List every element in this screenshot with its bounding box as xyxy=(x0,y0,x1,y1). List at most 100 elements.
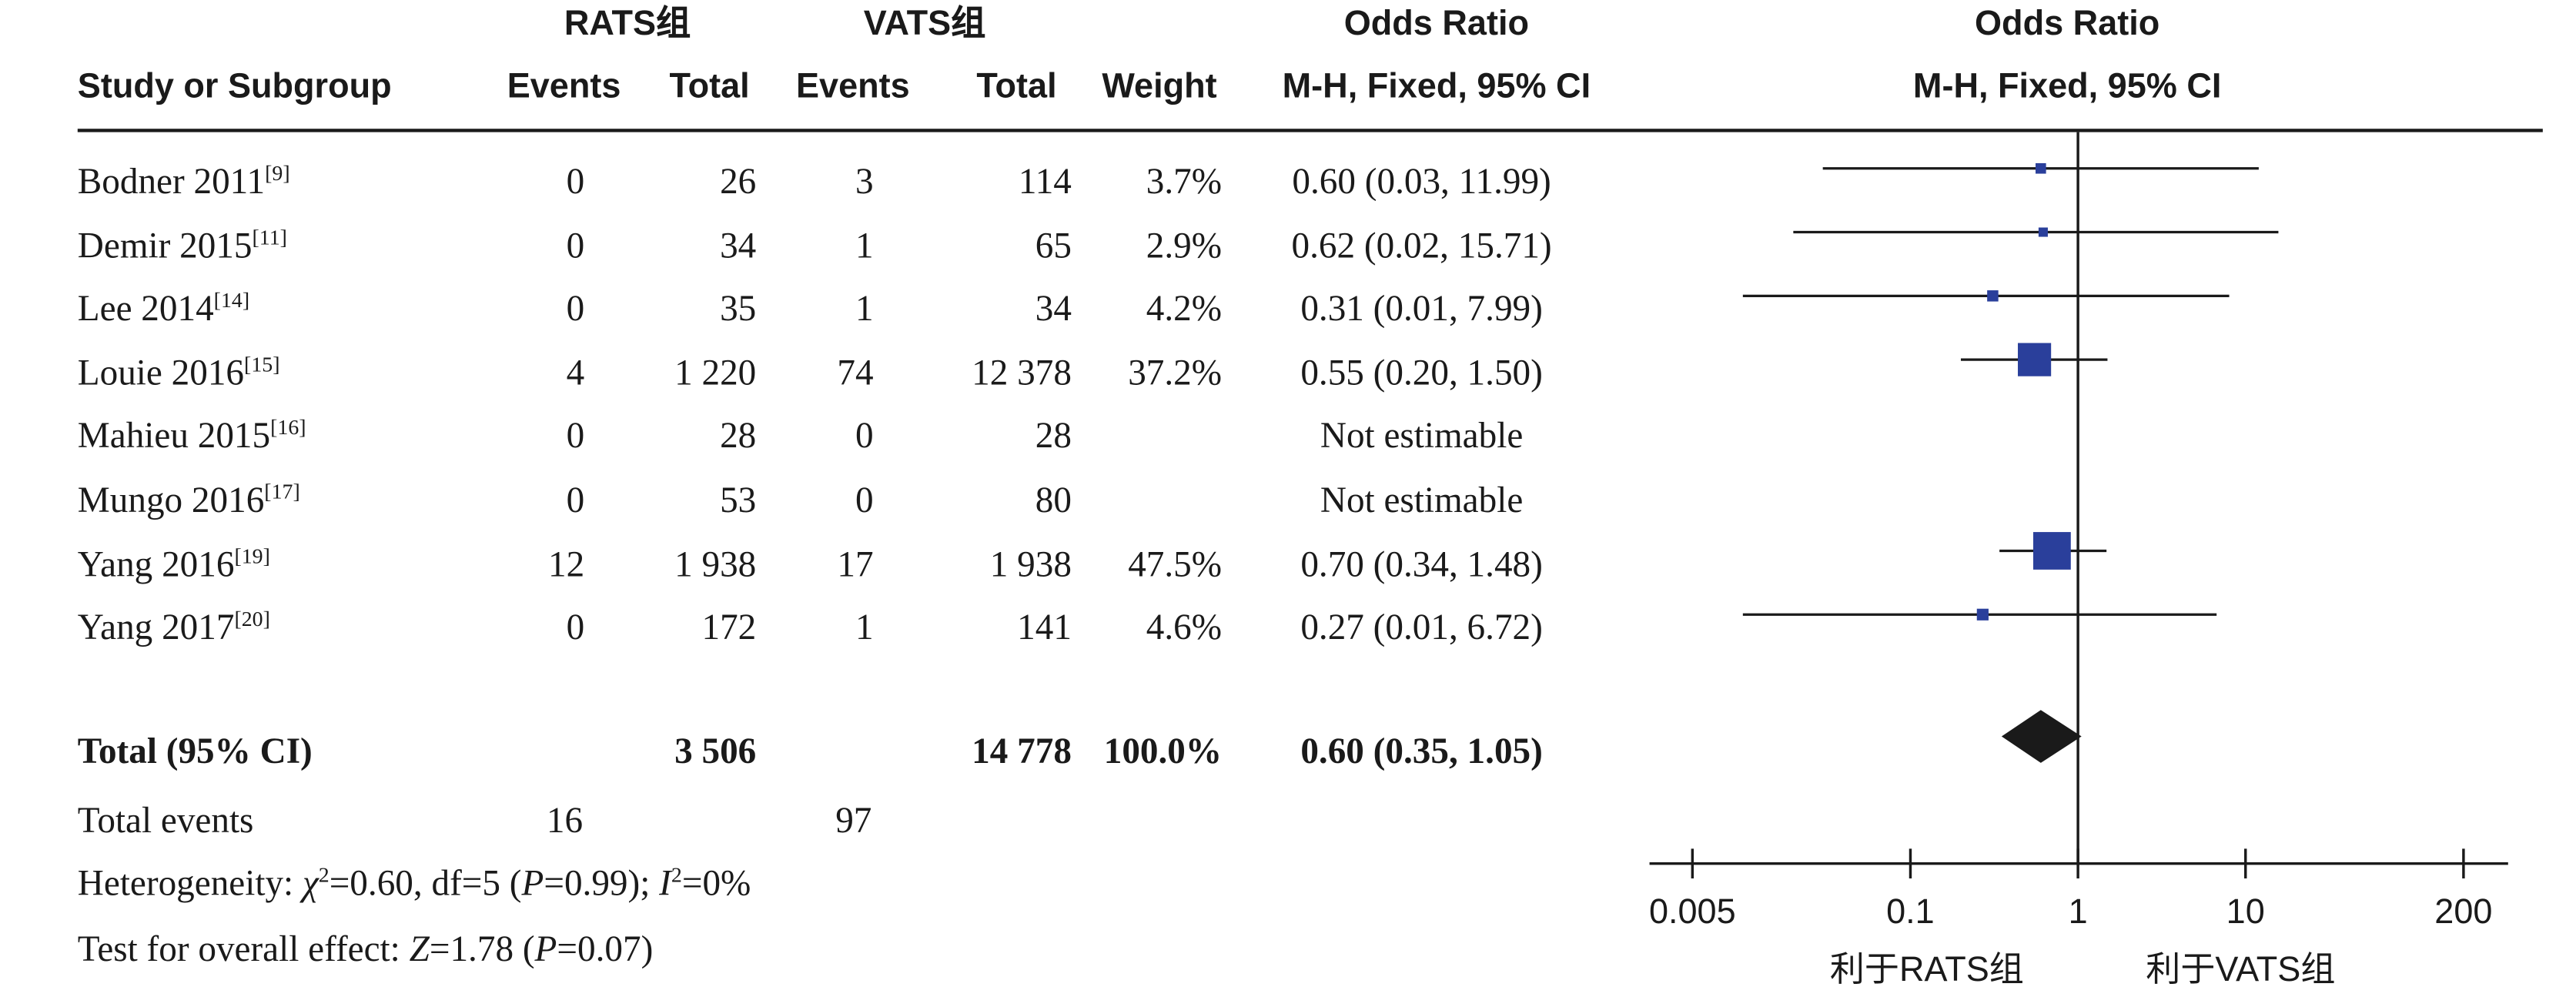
ci-cell: 0.60 (0.03, 11.99) xyxy=(1292,160,1551,202)
p-symbol: P xyxy=(521,862,544,904)
overall-prefix: Test for overall effect: xyxy=(77,928,410,969)
total1-cell: 53 xyxy=(720,478,757,520)
total1-cell: 1 220 xyxy=(674,351,757,393)
heterogeneity-mid1: =0.60, df=5 ( xyxy=(329,862,522,904)
total-events2: 97 xyxy=(835,799,872,841)
ci-cell: 0.55 (0.20, 1.50) xyxy=(1300,351,1543,393)
study-name-cell: Yang 2017[20] xyxy=(77,606,270,648)
study-reference: [15] xyxy=(244,351,280,376)
total1-header: Total xyxy=(669,67,750,106)
total-events1: 16 xyxy=(546,799,584,841)
heterogeneity-mid2: =0.99); xyxy=(544,862,660,904)
chi-superscript: 2 xyxy=(318,862,330,887)
study-reference: [9] xyxy=(265,160,290,186)
overall-mid: =1.78 ( xyxy=(429,928,535,969)
ci-cell: 0.70 (0.34, 1.48) xyxy=(1300,542,1543,584)
group2-header: VATS组 xyxy=(863,5,986,43)
favours-right-label: 利于VATS组 xyxy=(2146,951,2336,989)
ci-cell: Not estimable xyxy=(1320,415,1524,457)
study-reference: [17] xyxy=(264,478,300,504)
study-name-cell: Louie 2016[15] xyxy=(78,353,280,391)
study-name-cell: Mahieu 2015[16] xyxy=(77,415,306,457)
x-tick-label: 0.005 xyxy=(1648,893,1736,932)
plot-subtitle: M-H, Fixed, 95% CI xyxy=(1912,67,2222,106)
weight-header: Weight xyxy=(1102,67,1217,106)
weight-cell: 2.9% xyxy=(1146,223,1223,266)
events2-cell: 1 xyxy=(855,287,874,330)
total2-header: Total xyxy=(976,67,1057,106)
events2-header: Events xyxy=(796,67,910,106)
study-name: Bodner 2011 xyxy=(77,160,266,202)
weight-cell: 37.2% xyxy=(1128,351,1223,393)
x-tick-label: 1 xyxy=(2068,893,2088,932)
total2-cell: 12 378 xyxy=(972,351,1072,393)
study-name-cell: Mungo 2016[17] xyxy=(77,478,300,520)
study-name: Yang 2017 xyxy=(77,606,235,648)
total1-cell: 28 xyxy=(720,415,757,457)
i-superscript: 2 xyxy=(671,862,682,887)
total-label: Total (95% CI) xyxy=(77,729,313,771)
ci-cell: 0.62 (0.02, 15.71) xyxy=(1291,223,1552,266)
or-column-subtitle: M-H, Fixed, 95% CI xyxy=(1282,67,1591,106)
study-marker xyxy=(1987,290,1999,302)
events1-cell: 4 xyxy=(566,351,585,393)
total2-cell: 34 xyxy=(1035,287,1072,330)
total2-cell: 80 xyxy=(1035,478,1072,520)
study-name-cell: Bodner 2011[9] xyxy=(77,160,290,202)
events2-cell: 0 xyxy=(855,478,874,520)
ci-cell: 0.27 (0.01, 6.72) xyxy=(1300,606,1543,648)
or-column-title: Odds Ratio xyxy=(1343,5,1529,43)
study-name: Mahieu 2015 xyxy=(77,415,271,457)
total2-cell: 65 xyxy=(1035,223,1072,266)
events1-cell: 0 xyxy=(566,478,585,520)
study-name: Yang 2016 xyxy=(77,542,235,584)
study-marker xyxy=(2033,532,2071,570)
overall-tail: =0.07) xyxy=(557,928,654,969)
study-name: Lee 2014 xyxy=(77,287,214,330)
events2-cell: 74 xyxy=(837,351,874,393)
study-name-cell: Lee 2014[14] xyxy=(77,287,250,330)
study-marker xyxy=(2018,343,2052,376)
study-marker xyxy=(2038,227,2048,237)
study-header: Study or Subgroup xyxy=(77,67,392,106)
total2-cell: 141 xyxy=(1017,606,1072,648)
total1-cell: 34 xyxy=(720,223,757,266)
events2-cell: 1 xyxy=(855,223,874,266)
study-reference: [20] xyxy=(234,606,270,631)
total2-cell: 28 xyxy=(1035,415,1072,457)
total1-cell: 172 xyxy=(701,606,757,648)
events1-cell: 0 xyxy=(566,606,585,648)
i-symbol: I xyxy=(659,862,671,904)
events2-cell: 3 xyxy=(855,160,874,202)
study-name: Mungo 2016 xyxy=(77,478,265,520)
study-marker xyxy=(2036,162,2046,174)
overall-p-symbol: P xyxy=(534,928,557,969)
weight-cell: 3.7% xyxy=(1146,160,1223,202)
plot-title: Odds Ratio xyxy=(1975,5,2160,43)
x-tick-label: 10 xyxy=(2226,893,2265,932)
total2-cell: 1 938 xyxy=(989,542,1072,584)
study-marker xyxy=(1976,608,1989,621)
total-events-label: Total events xyxy=(77,799,254,841)
events2-cell: 1 xyxy=(855,606,874,648)
events1-cell: 0 xyxy=(566,160,585,202)
group1-header: RATS组 xyxy=(564,5,691,43)
weight-cell: 47.5% xyxy=(1128,542,1223,584)
total-ci: 0.60 (0.35, 1.05) xyxy=(1300,729,1543,771)
events1-cell: 12 xyxy=(548,542,585,584)
weight-cell: 4.6% xyxy=(1146,606,1223,648)
heterogeneity-text: Heterogeneity: χ2=0.60, df=5 (P=0.99); I… xyxy=(77,862,751,904)
ci-cell: Not estimable xyxy=(1320,478,1524,520)
favours-left-label: 利于RATS组 xyxy=(1829,951,2024,989)
study-name-cell: Yang 2016[19] xyxy=(77,542,270,584)
events1-cell: 0 xyxy=(566,223,585,266)
total1-cell: 26 xyxy=(720,160,757,202)
chi-symbol: χ xyxy=(302,862,319,904)
study-name: Demir 2015 xyxy=(77,223,253,266)
study-reference: [14] xyxy=(213,287,250,313)
total-n2: 14 778 xyxy=(972,729,1072,771)
heterogeneity-tail: =0% xyxy=(681,862,751,904)
heterogeneity-prefix: Heterogeneity: xyxy=(77,862,303,904)
